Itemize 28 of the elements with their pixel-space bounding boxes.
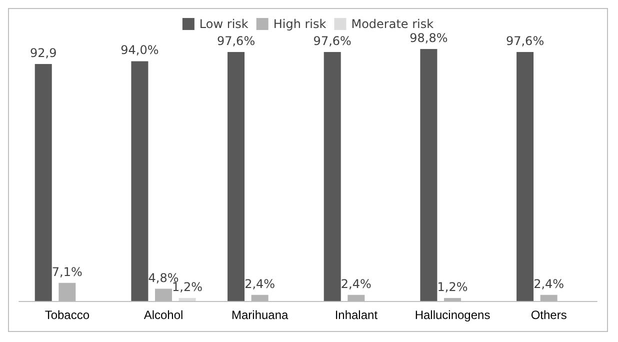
bar: [516, 52, 534, 301]
x-tick-label: Marihuana: [231, 308, 289, 322]
bar: [324, 52, 341, 301]
data-label: 2,4%: [244, 276, 276, 291]
legend-label: Low risk: [199, 17, 248, 31]
data-label: 2,4%: [534, 276, 564, 291]
data-label: 98,8%: [410, 31, 448, 45]
bar: [178, 298, 196, 301]
data-label: 2,4%: [340, 276, 372, 291]
data-label: 4,8%: [148, 270, 179, 285]
data-label: 94,0%: [120, 43, 159, 58]
data-label: 92,9: [30, 46, 57, 60]
bar: [34, 64, 52, 301]
x-tick-label: Inhalant: [334, 308, 378, 322]
bar: [131, 61, 148, 301]
x-tick-label: Others: [530, 308, 567, 322]
bar: [228, 52, 245, 301]
data-label: 97,6%: [506, 34, 544, 48]
data-label: 97,6%: [313, 34, 352, 48]
x-tick-label: Hallucinogens: [414, 308, 490, 322]
bar: [420, 49, 438, 301]
legend-label: Moderate risk: [351, 17, 434, 31]
data-label: 1,2%: [437, 280, 468, 294]
x-tick-label: Alcohol: [144, 308, 184, 322]
legend-label: High risk: [273, 17, 326, 31]
data-label: 7,1%: [52, 264, 82, 279]
x-tick-label: Tobacco: [44, 308, 90, 322]
data-label: 97,6%: [216, 34, 256, 48]
